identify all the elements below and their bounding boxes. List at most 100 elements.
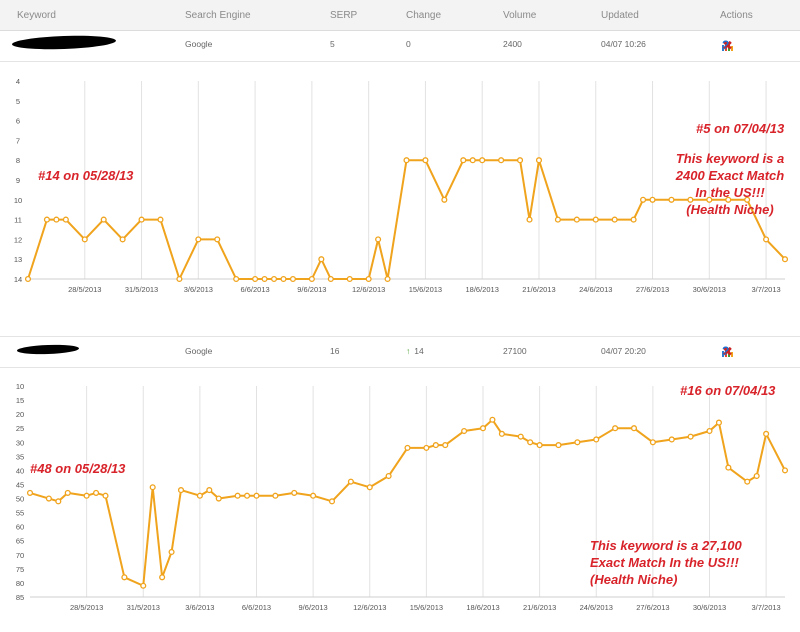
table-row[interactable]: Google 16 ↑ 14 27100 04/07 20:20 ✖ ?	[0, 336, 800, 368]
ranking-chart-1: 28/5/2013 31/5/2013 3/6/2013 6/6/2013 9/6/20…	[0, 68, 800, 318]
x-tick-label: 9/6/2013	[297, 285, 326, 294]
y-tick-label: 6	[16, 117, 20, 126]
y-tick-label: 15	[16, 396, 24, 405]
column-header-search-engine[interactable]: Search Engine	[185, 10, 251, 21]
data-point	[366, 484, 373, 491]
data-point	[687, 433, 694, 440]
data-point	[441, 196, 448, 203]
y-tick-label: 13	[14, 255, 22, 264]
data-point	[253, 492, 260, 499]
data-point	[206, 487, 213, 494]
change-cell: ↑ 14	[406, 346, 424, 356]
help-icon[interactable]: ?	[722, 38, 730, 52]
data-point	[102, 492, 109, 499]
column-header-actions: Actions	[720, 10, 753, 21]
data-point	[630, 216, 637, 223]
data-point	[119, 236, 126, 243]
y-tick-label: 10	[14, 196, 22, 205]
data-point	[177, 487, 185, 494]
search-engine-cell: Google	[185, 39, 213, 49]
delete-icon[interactable]: ✖	[722, 38, 733, 53]
y-tick-label: 11	[14, 216, 22, 225]
data-point	[234, 492, 241, 499]
data-point	[432, 442, 439, 449]
chart-2-note-line: Exact Match In the US!!!	[590, 555, 739, 570]
data-point	[526, 216, 533, 223]
chart-1-note-line: This keyword is a	[675, 151, 785, 166]
data-point	[612, 425, 619, 432]
data-point	[527, 439, 534, 446]
data-point	[479, 157, 486, 164]
delete-icon[interactable]: ✖	[722, 344, 733, 359]
y-tick-label: 55	[16, 509, 24, 518]
y-tick-label: 5	[16, 97, 20, 106]
data-point	[461, 427, 468, 435]
data-point	[157, 216, 164, 223]
data-point	[291, 489, 298, 496]
data-point	[423, 444, 430, 451]
x-tick-label: 6/6/2013	[242, 603, 271, 612]
x-tick-label: 24/6/2013	[579, 285, 612, 294]
y-tick-label: 60	[16, 523, 24, 532]
y-tick-label: 85	[16, 593, 24, 602]
data-point	[252, 275, 259, 283]
data-point	[554, 216, 561, 223]
data-point	[24, 275, 32, 283]
y-tick-label: 14	[14, 275, 22, 284]
data-point	[195, 236, 202, 243]
data-point	[422, 157, 429, 164]
x-tick-label: 9/6/2013	[299, 603, 328, 612]
data-point	[763, 236, 770, 243]
data-point	[196, 492, 203, 499]
chart-2-note-line: This keyword is a 27,100	[590, 538, 742, 553]
data-point	[516, 157, 524, 164]
column-header-volume[interactable]: Volume	[503, 10, 537, 21]
data-point	[535, 157, 543, 164]
data-point	[289, 275, 297, 283]
x-tick-label: 30/6/2013	[693, 603, 726, 612]
x-tick-label: 24/6/2013	[580, 603, 613, 612]
data-point	[244, 492, 251, 499]
x-tick-label: 28/5/2013	[70, 603, 103, 612]
data-point	[140, 582, 147, 589]
data-point	[310, 492, 317, 499]
data-point	[781, 467, 789, 474]
data-point	[403, 157, 410, 164]
chart-1-note-line: (Health Niche)	[686, 202, 774, 217]
chart-2-svg: 28/5/2013 31/5/2013 3/6/2013 6/6/2013 9/6/20…	[16, 382, 789, 612]
data-point	[649, 196, 656, 203]
x-tick-label: 6/6/2013	[240, 285, 269, 294]
chart-1-end-annotation: #5 on 07/04/13	[696, 121, 785, 136]
column-header-keyword[interactable]: Keyword	[17, 10, 56, 21]
data-point	[687, 196, 694, 203]
data-point	[26, 489, 34, 496]
x-tick-label: 3/7/2013	[752, 603, 781, 612]
x-tick-label: 15/6/2013	[409, 285, 442, 294]
data-point	[328, 498, 336, 505]
data-point	[138, 216, 145, 223]
data-point	[318, 256, 325, 263]
data-point	[176, 275, 183, 283]
chart-1-svg: 28/5/2013 31/5/2013 3/6/2013 6/6/2013 9/6/20…	[14, 77, 789, 294]
data-point	[270, 275, 278, 283]
data-point	[725, 464, 732, 471]
column-header-serp[interactable]: SERP	[330, 10, 358, 21]
help-icon[interactable]: ?	[722, 344, 730, 358]
updated-cell: 04/07 10:26	[601, 39, 646, 49]
data-point	[630, 425, 638, 432]
data-point	[215, 495, 222, 502]
data-point	[121, 574, 128, 581]
chart-icon[interactable]	[722, 346, 733, 357]
data-point	[62, 216, 69, 223]
column-header-updated[interactable]: Updated	[601, 10, 639, 21]
serp-cell: 16	[330, 346, 340, 356]
x-tick-label: 27/6/2013	[636, 285, 669, 294]
y-tick-label: 12	[14, 235, 22, 244]
column-header-change[interactable]: Change	[406, 10, 442, 21]
data-point	[385, 472, 392, 480]
data-point	[149, 484, 156, 491]
y-tick-label: 65	[16, 537, 24, 546]
table-row[interactable]: Google 5 0 2400 04/07 10:26 ✖ ?	[0, 31, 800, 62]
y-tick-label: 4	[16, 77, 20, 86]
chart-icon[interactable]	[722, 40, 733, 51]
